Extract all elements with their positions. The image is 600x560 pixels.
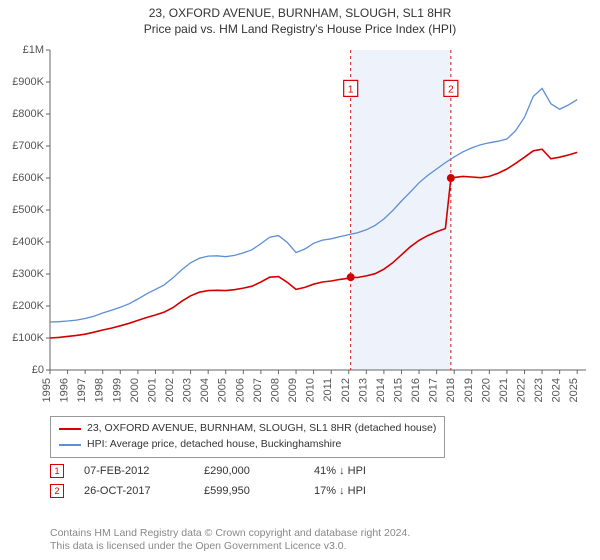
svg-text:£900K: £900K (12, 76, 44, 88)
event-marker: 2 (50, 484, 64, 498)
svg-text:2013: 2013 (357, 378, 369, 402)
legend: 23, OXFORD AVENUE, BURNHAM, SLOUGH, SL1 … (50, 416, 445, 458)
svg-text:2000: 2000 (129, 378, 141, 402)
page-title: 23, OXFORD AVENUE, BURNHAM, SLOUGH, SL1 … (0, 6, 600, 20)
svg-text:2: 2 (448, 84, 454, 95)
event-row: 1 07-FEB-2012 £290,000 41% ↓ HPI (50, 464, 590, 478)
svg-text:2025: 2025 (568, 378, 580, 402)
svg-text:2003: 2003 (182, 378, 194, 402)
price-chart: £0 £100K £200K £300K £400K £500K £600K £700K £80… (8, 44, 592, 404)
svg-text:2012: 2012 (340, 378, 352, 402)
svg-text:£700K: £700K (12, 140, 44, 152)
svg-text:£100K: £100K (12, 332, 44, 344)
svg-text:2017: 2017 (428, 378, 440, 402)
svg-text:2016: 2016 (410, 378, 422, 402)
page-subtitle: Price paid vs. HM Land Registry's House … (0, 22, 600, 36)
svg-text:£600K: £600K (12, 172, 44, 184)
svg-text:2014: 2014 (375, 378, 387, 402)
svg-text:£200K: £200K (12, 300, 44, 312)
svg-text:1999: 1999 (111, 378, 123, 402)
svg-text:2008: 2008 (269, 378, 281, 402)
svg-text:£500K: £500K (12, 204, 44, 216)
svg-text:2004: 2004 (199, 378, 211, 402)
event-pct: 17% ↓ HPI (314, 485, 434, 497)
footer-line-2: This data is licensed under the Open Gov… (50, 540, 590, 554)
event-date: 26-OCT-2017 (84, 485, 184, 497)
svg-text:2007: 2007 (252, 378, 264, 402)
svg-text:£1M: £1M (23, 44, 44, 56)
svg-text:£400K: £400K (12, 236, 44, 248)
svg-text:2020: 2020 (480, 378, 492, 402)
legend-item: HPI: Average price, detached house, Buck… (59, 437, 436, 453)
svg-text:2005: 2005 (217, 378, 229, 402)
legend-label: 23, OXFORD AVENUE, BURNHAM, SLOUGH, SL1 … (87, 421, 436, 437)
svg-text:1: 1 (348, 84, 354, 95)
svg-text:2010: 2010 (305, 378, 317, 402)
svg-text:2019: 2019 (463, 378, 475, 402)
footer-line-1: Contains HM Land Registry data © Crown c… (50, 527, 590, 541)
legend-item: 23, OXFORD AVENUE, BURNHAM, SLOUGH, SL1 … (59, 421, 436, 437)
svg-text:1996: 1996 (59, 378, 71, 402)
event-price: £599,950 (204, 485, 294, 497)
events-table: 1 07-FEB-2012 £290,000 41% ↓ HPI 2 26-OCT-201… (50, 458, 590, 504)
svg-text:2002: 2002 (164, 378, 176, 402)
svg-text:2001: 2001 (146, 378, 158, 402)
legend-swatch (59, 444, 81, 446)
svg-text:£800K: £800K (12, 108, 44, 120)
svg-text:2018: 2018 (445, 378, 457, 402)
legend-swatch (59, 428, 81, 430)
svg-text:2006: 2006 (234, 378, 246, 402)
svg-text:2011: 2011 (322, 378, 334, 402)
svg-text:1998: 1998 (94, 378, 106, 402)
event-marker: 1 (50, 464, 64, 478)
svg-text:2015: 2015 (392, 378, 404, 402)
svg-text:£0: £0 (32, 364, 44, 376)
footer-attribution: Contains HM Land Registry data © Crown c… (50, 527, 590, 554)
svg-text:1997: 1997 (76, 378, 88, 402)
event-pct: 41% ↓ HPI (314, 465, 434, 477)
legend-label: HPI: Average price, detached house, Buck… (87, 437, 341, 453)
svg-text:1995: 1995 (41, 378, 53, 402)
svg-text:2022: 2022 (515, 378, 527, 402)
svg-text:2024: 2024 (551, 378, 563, 402)
event-date: 07-FEB-2012 (84, 465, 184, 477)
svg-text:2023: 2023 (533, 378, 545, 402)
event-row: 2 26-OCT-2017 £599,950 17% ↓ HPI (50, 484, 590, 498)
svg-text:2009: 2009 (287, 378, 299, 402)
svg-text:2021: 2021 (498, 378, 510, 402)
event-price: £290,000 (204, 465, 294, 477)
svg-text:£300K: £300K (12, 268, 44, 280)
